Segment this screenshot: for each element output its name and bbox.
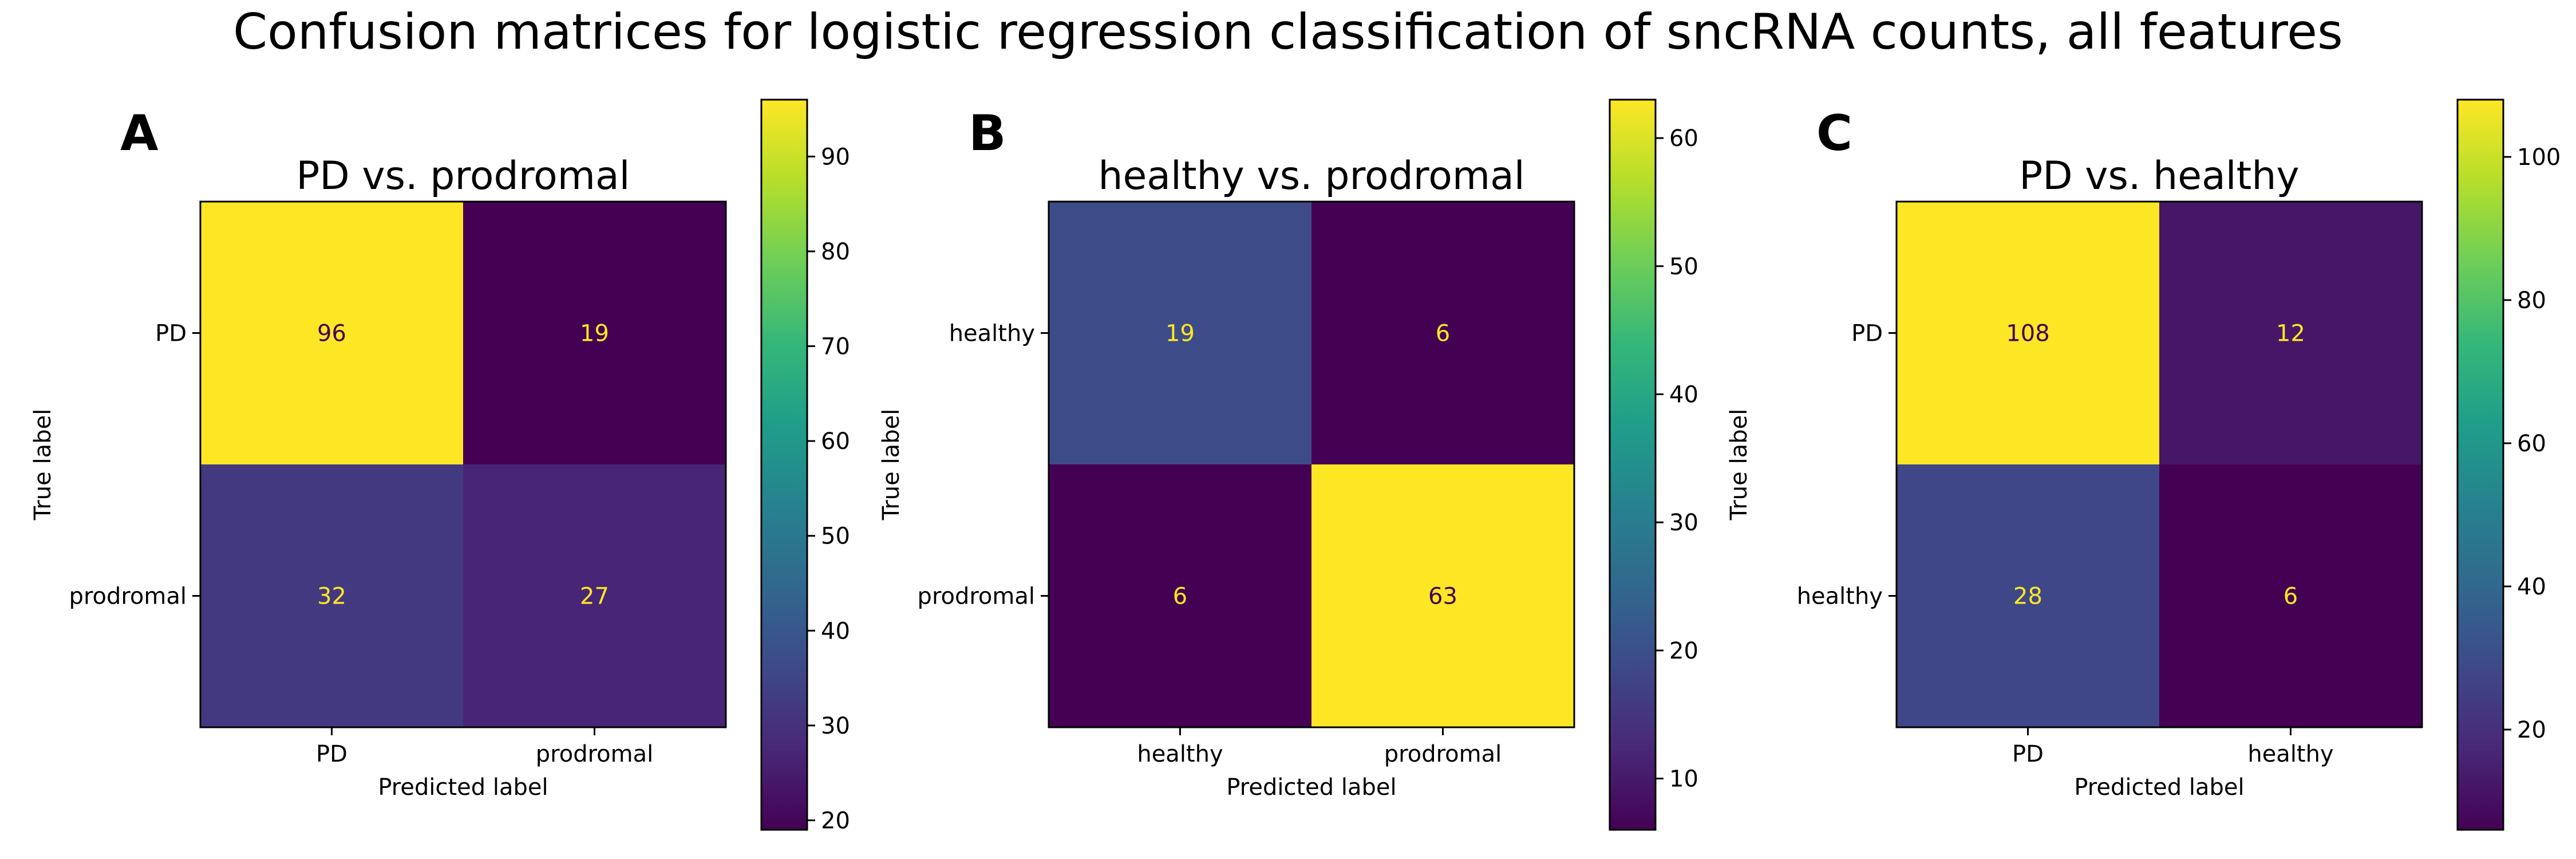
figure-title: Confusion matrices for logistic regressi… (233, 3, 2343, 61)
matrix-frame (1048, 200, 1575, 728)
colorbar-tick-label: 90 (821, 144, 850, 170)
colorbar-frame (760, 98, 808, 831)
panel-c: C PD vs. healthy 108 12 28 6 PD healthy PD health… (1726, 98, 2561, 831)
colorbar-tick-label: 30 (821, 713, 850, 739)
y-axis-label: True label (1726, 409, 1752, 521)
panel-a: A PD vs. prodromal 96 19 32 27 PD prodromal PD pr… (30, 98, 850, 834)
cell-value-label: 63 (1428, 584, 1457, 610)
colorbar-tick-label: 40 (821, 618, 850, 644)
matrix-cell (1049, 464, 1311, 727)
x-tick-label: healthy (2247, 741, 2333, 767)
y-tick-label: prodromal (918, 584, 1035, 610)
colorbar (2458, 100, 2503, 830)
matrix-cell (2159, 464, 2422, 727)
matrix-cell (1049, 202, 1311, 464)
cell-value-label: 19 (580, 321, 609, 347)
matrix-cell (200, 202, 463, 464)
cell-value-label: 28 (2013, 584, 2042, 610)
matrix-cell (1311, 464, 1574, 727)
x-tick-label: PD (316, 741, 347, 767)
colorbar-tick-label: 80 (2517, 287, 2546, 314)
x-tick-label: healthy (1137, 741, 1223, 767)
colorbar-frame (2456, 98, 2504, 831)
x-axis-label: Predicted label (378, 774, 548, 801)
colorbar-tick-label: 50 (821, 523, 850, 550)
y-tick-label: healthy (949, 321, 1035, 347)
panel-title: healthy vs. prodromal (1098, 153, 1524, 199)
panel-letter: B (969, 105, 1006, 162)
x-axis-label: Predicted label (2074, 774, 2244, 801)
matrix-cell (463, 202, 726, 464)
colorbar-tick-label: 60 (2517, 431, 2546, 457)
panels: A PD vs. prodromal 96 19 32 27 PD prodromal PD pr… (30, 98, 2561, 834)
y-tick-label: healthy (1797, 584, 1883, 610)
cell-value-label: 32 (317, 584, 346, 610)
colorbar (761, 100, 807, 830)
colorbar-tick-label: 40 (1669, 381, 1698, 408)
panel-letter: A (120, 105, 159, 162)
matrix-frame (1895, 200, 2423, 728)
cell-value-label: 108 (2006, 321, 2049, 347)
cell-value-label: 27 (580, 584, 609, 610)
colorbar-tick-label: 20 (1669, 638, 1698, 664)
x-axis-label: Predicted label (1226, 774, 1396, 801)
x-tick-label: prodromal (536, 741, 653, 767)
colorbar-tick-label: 40 (2517, 574, 2546, 600)
cell-value-label: 6 (2283, 584, 2298, 610)
y-axis-label: True label (878, 409, 904, 521)
matrix-cell (2159, 202, 2422, 464)
panel-title: PD vs. prodromal (296, 153, 630, 199)
matrix-cell (200, 464, 463, 727)
colorbar (1610, 100, 1656, 830)
matrix-cell (463, 464, 726, 727)
y-tick-label: prodromal (69, 584, 187, 610)
y-tick-label: PD (1851, 321, 1883, 347)
colorbar-tick-label: 20 (2517, 717, 2546, 743)
x-tick-label: prodromal (1384, 741, 1502, 767)
colorbar-tick-label: 10 (1669, 766, 1698, 793)
matrix-cell (1897, 202, 2159, 464)
y-tick-label: PD (155, 321, 187, 347)
matrix-cell (1897, 464, 2159, 727)
colorbar-tick-label: 70 (821, 334, 850, 360)
colorbar-frame (1609, 98, 1657, 831)
y-axis-label: True label (30, 409, 56, 521)
matrix-frame (199, 200, 727, 728)
cell-value-label: 12 (2276, 321, 2305, 347)
colorbar-tick-label: 30 (1669, 510, 1698, 536)
colorbar-tick-label: 60 (821, 428, 850, 455)
cell-value-label: 6 (1173, 584, 1187, 610)
panel-letter: C (1816, 105, 1852, 162)
panel-title: PD vs. healthy (2019, 153, 2299, 199)
colorbar-tick-label: 50 (1669, 254, 1698, 280)
colorbar-tick-label: 80 (821, 239, 850, 265)
colorbar-tick-label: 20 (821, 807, 850, 834)
cell-value-label: 6 (1436, 321, 1450, 347)
colorbar-tick-label: 100 (2517, 144, 2561, 171)
cell-value-label: 19 (1165, 321, 1195, 347)
x-tick-label: PD (2012, 741, 2044, 767)
colorbar-tick-label: 60 (1669, 125, 1698, 152)
matrix-cell (1311, 202, 1574, 464)
cell-value-label: 96 (317, 321, 346, 347)
